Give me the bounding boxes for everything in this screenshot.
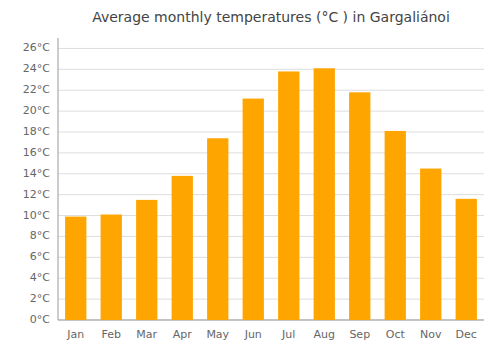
x-tick-label: Oct [386, 328, 406, 341]
x-tick-label: Jan [66, 328, 84, 341]
bars [65, 68, 477, 320]
y-axis-line [58, 38, 59, 320]
y-ticks: 0°C 2°C 4°C 6°C 8°C 10°C 12°C 14°C 16°C 18°C 20°C 2… [23, 41, 50, 326]
x-tick-label: Jul [281, 328, 295, 341]
x-tick-label: Nov [420, 328, 442, 341]
chart: 0°C 2°C 4°C 6°C 8°C 10°C 12°C 14°C 16°C 18°C 20°C 2… [0, 0, 500, 350]
y-tick-label: 18°C [23, 125, 50, 138]
x-tick-label: Sep [349, 328, 370, 341]
grid-line [58, 111, 484, 112]
grid-line [58, 48, 484, 49]
bar [278, 71, 299, 320]
x-ticks: Jan Feb Mar Apr May Jun Jul Aug Sep Oct Nov Dec [66, 328, 477, 341]
bar [243, 99, 264, 320]
bar [314, 68, 335, 320]
x-tick-label: Apr [173, 328, 193, 341]
y-tick-label: 6°C [30, 250, 50, 263]
y-tick-label: 20°C [23, 104, 50, 117]
grid-line [58, 152, 484, 153]
grid-line [58, 132, 484, 133]
x-tick-label: Dec [456, 328, 477, 341]
y-tick-label: 12°C [23, 188, 50, 201]
bar [172, 176, 193, 320]
y-tick-label: 14°C [23, 167, 50, 180]
chart-container: 0°C 2°C 4°C 6°C 8°C 10°C 12°C 14°C 16°C 18°C 20°C 2… [0, 0, 500, 350]
x-tick-label: Jun [244, 328, 262, 341]
y-tick-label: 16°C [23, 146, 50, 159]
bar [420, 169, 441, 320]
bar [207, 138, 228, 320]
grid-line [58, 90, 484, 91]
grid [58, 48, 484, 320]
bar [385, 131, 406, 320]
y-tick-label: 8°C [30, 229, 50, 242]
x-tick-label: May [206, 328, 229, 341]
title: Average monthly temperatures (°C ) in Ga… [92, 9, 450, 25]
y-tick-label: 4°C [30, 271, 50, 284]
bar [136, 200, 157, 320]
y-tick-label: 2°C [30, 292, 50, 305]
x-tick-label: Aug [314, 328, 335, 341]
bar [456, 199, 477, 320]
x-tick-label: Feb [102, 328, 121, 341]
y-tick-label: 0°C [30, 313, 50, 326]
y-tick-label: 10°C [23, 209, 50, 222]
bar [101, 215, 122, 320]
bar [349, 92, 370, 320]
y-tick-label: 24°C [23, 62, 50, 75]
bar [65, 217, 86, 320]
grid-line [58, 69, 484, 70]
y-tick-label: 26°C [23, 41, 50, 54]
x-tick-label: Mar [136, 328, 157, 341]
y-tick-label: 22°C [23, 83, 50, 96]
